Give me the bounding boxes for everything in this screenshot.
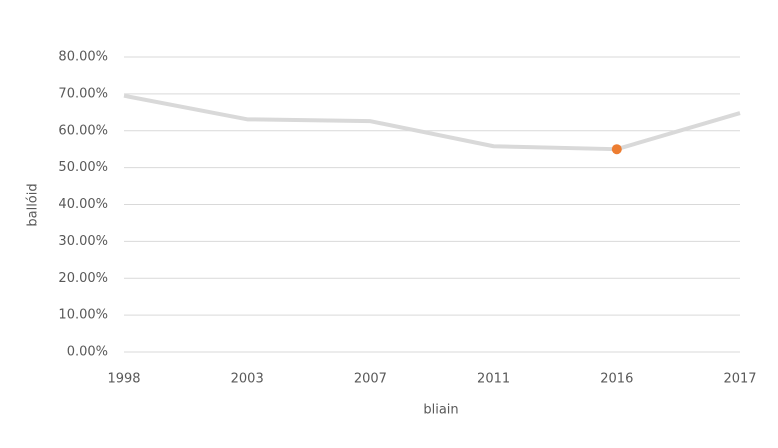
x-tick-label: 2016: [600, 372, 633, 387]
y-tick-label: 70.00%: [58, 86, 108, 101]
y-tick-label: 80.00%: [58, 50, 108, 65]
x-tick-label: 2003: [231, 372, 264, 387]
y-tick-label: 30.00%: [58, 234, 108, 249]
x-tick-label: 2017: [723, 372, 756, 387]
highlight-marker: [611, 144, 622, 155]
y-tick-label: 0.00%: [67, 345, 108, 360]
y-tick-label: 10.00%: [58, 308, 108, 323]
y-tick-label: 60.00%: [58, 123, 108, 138]
x-tick-label: 2007: [354, 372, 387, 387]
y-tick-label: 20.00%: [58, 271, 108, 286]
y-tick-label: 50.00%: [58, 160, 108, 175]
x-tick-label: 2011: [477, 372, 510, 387]
line: [123, 93, 741, 152]
x-axis-title: bliain: [423, 403, 458, 418]
x-tick-label: 1998: [107, 372, 140, 387]
y-tick-label: 40.00%: [58, 197, 108, 212]
y-axis-title: ballóid: [26, 183, 41, 226]
